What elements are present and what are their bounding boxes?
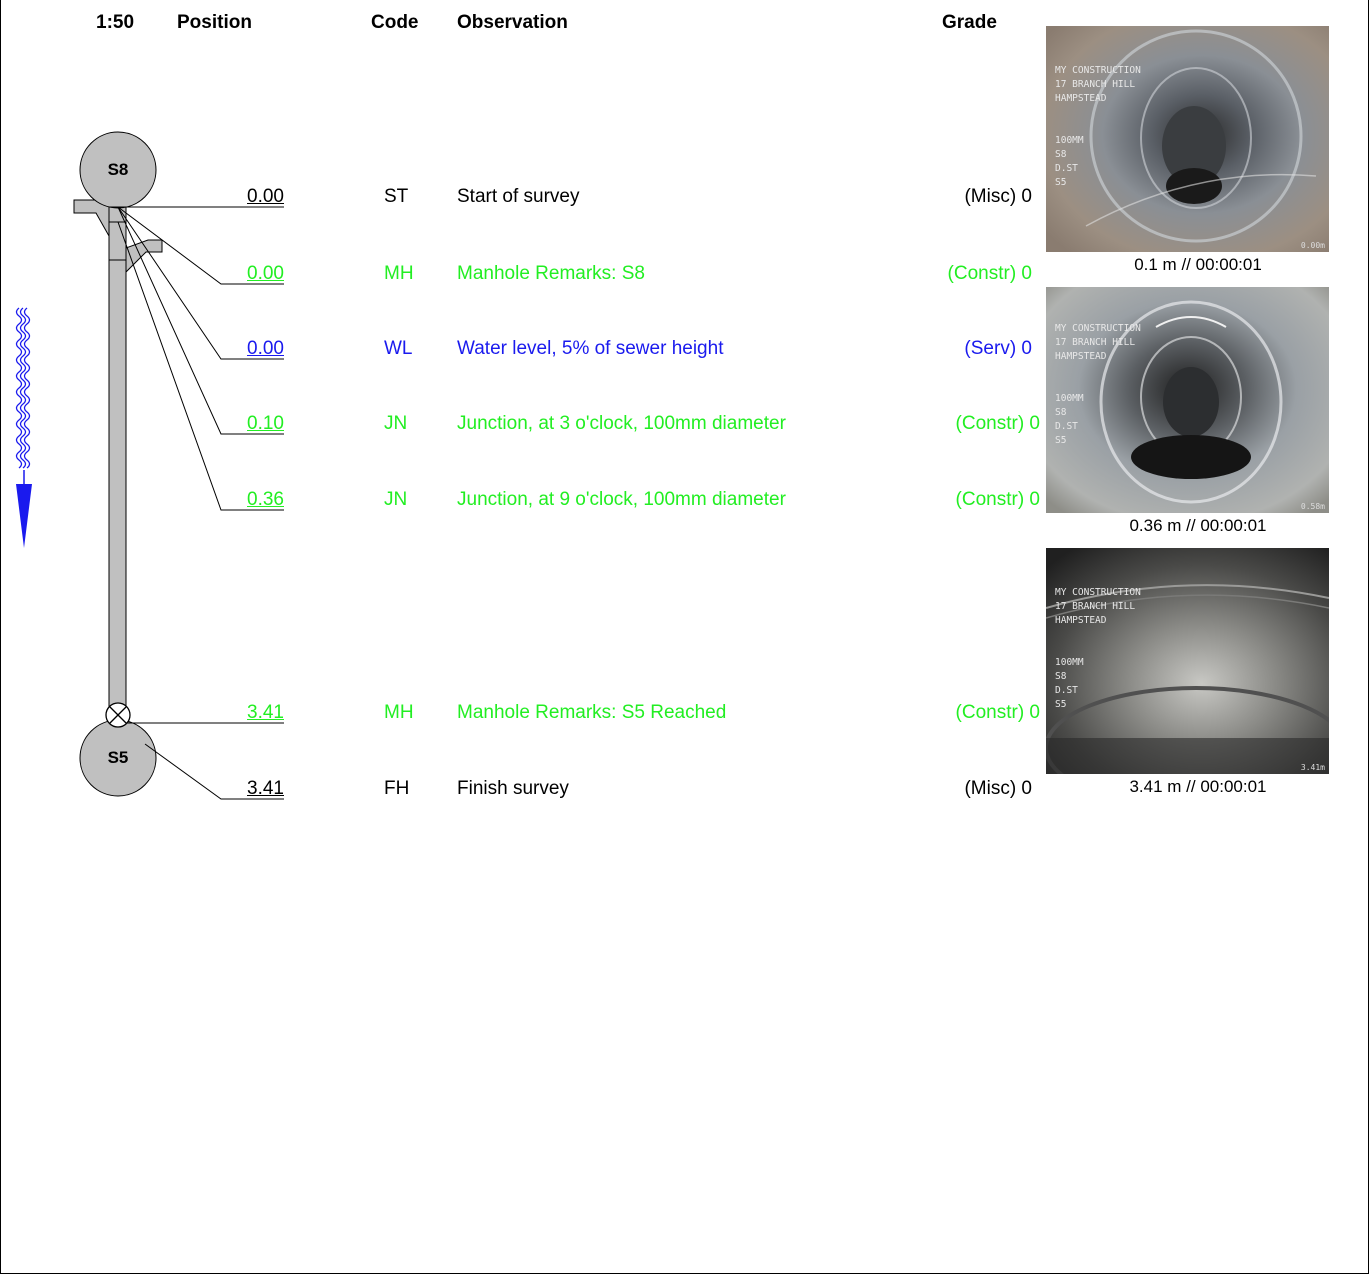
row-code: JN xyxy=(384,489,408,510)
junction-right-stub xyxy=(125,239,163,274)
row-grade: (Misc) 0 xyxy=(964,186,1032,207)
row-grade: (Serv) 0 xyxy=(964,338,1032,359)
manhole-cross-symbol xyxy=(105,702,131,728)
photo-distance: 3.41m xyxy=(1300,763,1325,772)
row-grade: (Constr) 0 xyxy=(947,263,1032,284)
leader-lines xyxy=(109,206,284,800)
observation-row: 0.36 JN Junction, at 9 o'clock, 100mm di… xyxy=(0,489,1045,513)
observation-row: 3.41 FH Finish survey (Misc) 0 xyxy=(0,778,1045,802)
row-position: 0.00 xyxy=(247,338,284,359)
photo-caption: 3.41 m // 00:00:01 xyxy=(1129,777,1267,796)
position-header: Position xyxy=(177,12,252,33)
row-grade: (Misc) 0 xyxy=(964,778,1032,799)
row-code: FH xyxy=(384,778,410,799)
row-grade: (Constr) 0 xyxy=(955,702,1040,723)
row-observation: Manhole Remarks: S5 Reached xyxy=(457,702,727,723)
row-observation: Manhole Remarks: S8 xyxy=(457,263,645,284)
photo-overlay-text: MY CONSTRUCTION 17 BRANCH HILL HAMPSTEAD… xyxy=(1055,587,1141,710)
row-position: 0.36 xyxy=(247,489,284,510)
row-code: JN xyxy=(384,413,408,434)
pipe-diagram xyxy=(15,131,284,800)
row-position: 3.41 xyxy=(247,778,284,799)
row-observation: Junction, at 3 o'clock, 100mm diameter xyxy=(457,413,786,434)
photo-overlay-text: MY CONSTRUCTION 17 BRANCH HILL HAMPSTEAD… xyxy=(1055,323,1141,446)
row-grade: (Constr) 0 xyxy=(955,489,1040,510)
row-code: WL xyxy=(384,338,413,359)
observation-row: 0.00 MH Manhole Remarks: S8 (Constr) 0 xyxy=(0,263,1045,287)
row-code: ST xyxy=(384,186,409,207)
start-manhole-label: S8 xyxy=(107,160,129,179)
row-code: MH xyxy=(384,702,414,723)
code-header: Code xyxy=(371,12,419,33)
observation-row: 0.00 ST Start of survey (Misc) 0 xyxy=(0,186,1045,210)
photo-caption: 0.1 m // 00:00:01 xyxy=(1134,255,1262,274)
flow-direction-arrow xyxy=(15,307,32,548)
row-position: 0.00 xyxy=(247,186,284,207)
row-code: MH xyxy=(384,263,414,284)
photo-caption: 0.36 m // 00:00:01 xyxy=(1129,516,1267,535)
row-observation: Start of survey xyxy=(457,186,580,207)
photo-distance: 0.00m xyxy=(1300,241,1325,250)
row-grade: (Constr) 0 xyxy=(955,413,1040,434)
row-observation: Water level, 5% of sewer height xyxy=(457,338,724,359)
photo-overlay-text: MY CONSTRUCTION 17 BRANCH HILL HAMPSTEAD… xyxy=(1055,65,1141,188)
row-position: 0.00 xyxy=(247,263,284,284)
row-position: 0.10 xyxy=(247,413,284,434)
row-observation: Finish survey xyxy=(457,778,569,799)
grade-header: Grade xyxy=(942,12,997,33)
end-manhole-label: S5 xyxy=(107,748,129,767)
observation-row: 0.10 JN Junction, at 3 o'clock, 100mm di… xyxy=(0,413,1045,437)
observation-row: 0.00 WL Water level, 5% of sewer height … xyxy=(0,338,1045,362)
scale-header: 1:50 xyxy=(96,12,135,33)
row-observation: Junction, at 9 o'clock, 100mm diameter xyxy=(457,489,786,510)
photo-distance: 0.58m xyxy=(1300,502,1325,511)
observation-header: Observation xyxy=(457,12,568,33)
cctv-photo[interactable]: MY CONSTRUCTION 17 BRANCH HILL HAMPSTEAD… xyxy=(1046,26,1329,252)
observation-row: 3.41 MH Manhole Remarks: S5 Reached (Con… xyxy=(0,702,1045,726)
cctv-photo[interactable]: MY CONSTRUCTION 17 BRANCH HILL HAMPSTEAD… xyxy=(1046,548,1329,774)
junction-left-stub xyxy=(73,199,110,238)
cctv-photo[interactable]: MY CONSTRUCTION 17 BRANCH HILL HAMPSTEAD… xyxy=(1046,287,1329,513)
row-position: 3.41 xyxy=(247,702,284,723)
